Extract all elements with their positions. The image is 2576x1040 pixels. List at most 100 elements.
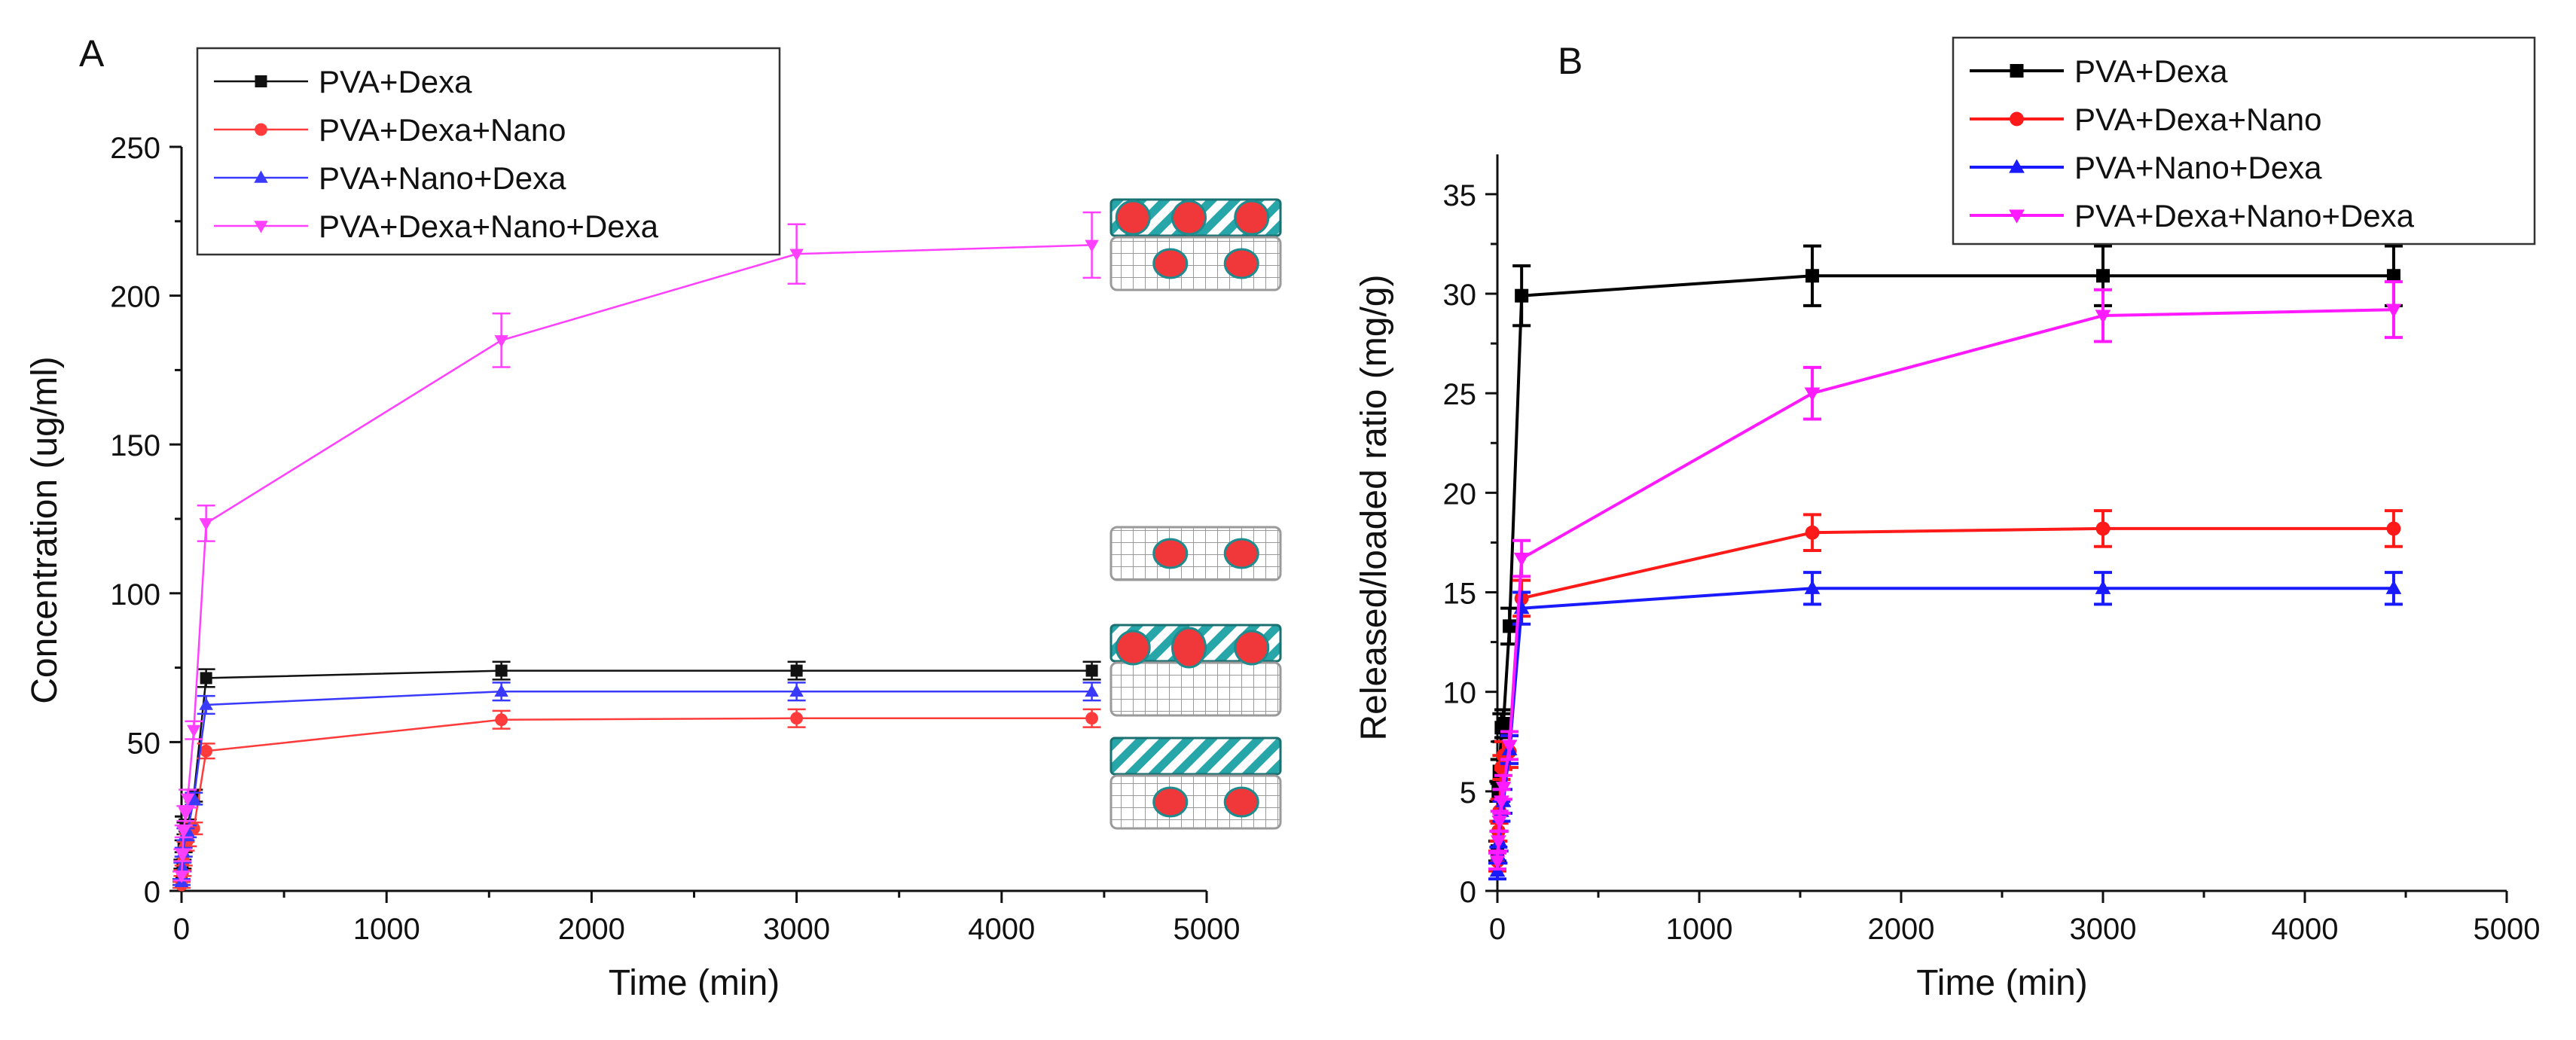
data-point xyxy=(790,664,803,677)
data-point xyxy=(174,871,189,883)
legend-b: PVA+Dexa PVA+Dexa+Nano PVA+Nano+Dexa PVA+De… xyxy=(1952,36,2536,246)
y-tick-label: 0 xyxy=(1460,876,1476,909)
legend-marker xyxy=(2009,209,2025,224)
panel-label-a: A xyxy=(79,32,105,75)
data-point xyxy=(187,724,201,738)
legend-item-pva-nano-dexa: PVA+Nano+Dexa xyxy=(1970,150,2322,185)
legend-label: PVA+Dexa xyxy=(2074,53,2228,89)
x-tick-label: 4000 xyxy=(2272,913,2339,946)
series-pva-nano-dexa xyxy=(172,682,1101,887)
grid-layer xyxy=(1109,661,1282,717)
data-point xyxy=(1085,239,1099,253)
y-tick-label: 10 xyxy=(1443,677,1477,710)
series-pva-nano-dexa xyxy=(1488,571,2403,881)
schematic-layer xyxy=(1109,198,1282,830)
schematic-icon-pva-dexa xyxy=(1109,526,1282,581)
drug-dot xyxy=(1223,786,1259,818)
y-tick-label: 150 xyxy=(110,429,160,462)
drug-dot xyxy=(1115,630,1151,666)
data-point xyxy=(1503,619,1517,633)
legend-box xyxy=(196,47,781,256)
legend-a: PVA+Dexa PVA+Dexa+Nano PVA+Nano+Dexa PVA+De… xyxy=(196,47,781,256)
data-point xyxy=(200,672,212,685)
series-pva-dexa xyxy=(1488,244,2403,863)
drug-dot xyxy=(1223,248,1259,279)
x-tick-label: 3000 xyxy=(2070,913,2137,946)
data-point xyxy=(789,684,804,697)
y-tick-label: 50 xyxy=(127,727,161,760)
data-point xyxy=(1515,288,1529,303)
y-tick-label: 5 xyxy=(1460,776,1476,810)
drug-dot xyxy=(1171,627,1207,669)
axes-a: 0 1000 2000 3000 4000 5000 0 50 100 150 200 250 Time… xyxy=(25,132,1240,1003)
panel-b: B 0 1000 2000 3000 4000 5000 0 5 10 15 20 25 30 35 Tim… xyxy=(1354,36,2541,1003)
drug-dot xyxy=(1152,248,1189,279)
data-point xyxy=(1805,525,1820,540)
x-tick-label: 5000 xyxy=(1174,913,1241,946)
series-line xyxy=(180,669,1092,883)
data-point xyxy=(199,697,213,710)
data-point xyxy=(175,849,190,863)
series-pva-dexa-nano-dexa xyxy=(1488,280,2403,871)
schematic-icon-pva-dexa-nano xyxy=(1109,624,1282,717)
legend-label: PVA+Nano+Dexa xyxy=(319,160,566,196)
data-point xyxy=(1513,552,1530,567)
schematic-icon-pva-nano-dexa xyxy=(1109,737,1282,830)
data-point xyxy=(2385,580,2402,594)
y-axis-title: Concentration (ug/ml) xyxy=(25,356,65,704)
data-point xyxy=(495,713,508,727)
data-point xyxy=(1489,855,1506,870)
legend-marker xyxy=(2010,64,2024,78)
x-tick-label: 5000 xyxy=(2474,913,2541,946)
schematic-icon-pva-dexa-nano-dexa xyxy=(1109,198,1282,291)
legend-marker xyxy=(255,123,267,136)
series-pva-dexa-nano xyxy=(172,708,1101,892)
series-layer-a xyxy=(172,211,1101,892)
data-point xyxy=(494,684,508,697)
legend-item-pva-dexa: PVA+Dexa xyxy=(214,64,472,99)
data-point xyxy=(1501,740,1518,754)
x-axis-title: Time (min) xyxy=(609,963,780,1003)
data-point xyxy=(1085,684,1099,697)
data-point xyxy=(494,335,508,348)
series-line xyxy=(1496,526,2394,862)
legend-marker xyxy=(255,75,267,87)
panel-label-b: B xyxy=(1558,40,1583,82)
drug-dot xyxy=(1234,630,1270,666)
legend-item-pva-dexa-nano: PVA+Dexa+Nano xyxy=(214,112,566,148)
y-tick-label: 25 xyxy=(1443,378,1477,411)
series-pva-dexa-nano xyxy=(1488,509,2403,873)
data-point xyxy=(2386,269,2401,283)
data-point xyxy=(2095,580,2111,594)
series-line xyxy=(180,717,1092,886)
data-point xyxy=(1497,716,1511,730)
series-line xyxy=(1496,274,2394,852)
x-tick-label: 3000 xyxy=(763,913,830,946)
series-pva-dexa xyxy=(172,660,1101,889)
data-point xyxy=(176,826,191,839)
data-point xyxy=(2385,303,2402,318)
x-tick-label: 2000 xyxy=(1868,913,1935,946)
data-point xyxy=(180,793,195,807)
hatched-layer xyxy=(1109,737,1282,776)
series-line xyxy=(180,690,1092,883)
legend-marker xyxy=(2009,159,2025,173)
legend-label: PVA+Dexa+Nano+Dexa xyxy=(2074,198,2415,233)
data-point xyxy=(179,808,193,821)
data-point xyxy=(1490,835,1506,849)
drug-dot xyxy=(1152,786,1189,818)
data-point xyxy=(1491,815,1508,830)
x-axis-title: Time (min) xyxy=(1916,963,2088,1003)
panel-a: A 0 1000 2000 3000 4000 5000 0 50 100 150 200 250 Ti… xyxy=(25,32,1282,1003)
y-tick-label: 20 xyxy=(1443,477,1477,511)
series-line xyxy=(1496,308,2394,862)
y-tick-label: 0 xyxy=(144,876,160,909)
legend-label: PVA+Dexa+Nano xyxy=(2074,102,2321,137)
x-tick-label: 0 xyxy=(173,913,190,946)
data-point xyxy=(1495,781,1512,796)
data-point xyxy=(1805,269,1820,283)
legend-item-pva-dexa-nano-dexa: PVA+Dexa+Nano+Dexa xyxy=(1970,198,2415,233)
drug-dot xyxy=(1115,200,1151,236)
data-point xyxy=(2096,269,2110,283)
